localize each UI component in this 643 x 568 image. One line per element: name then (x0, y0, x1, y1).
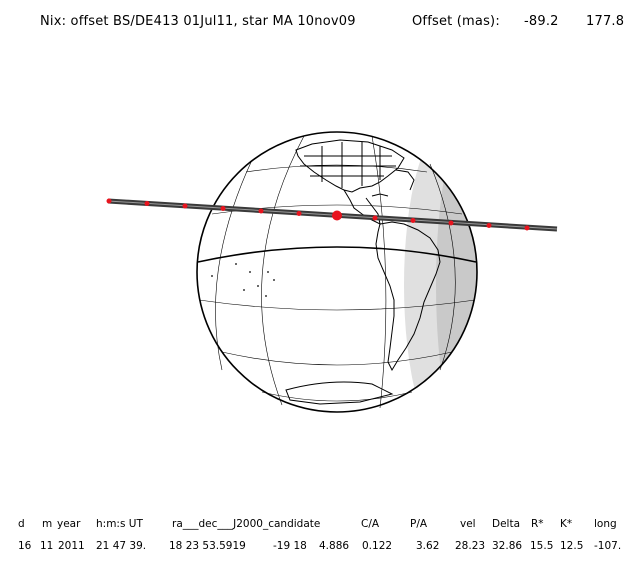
time-marker (372, 215, 378, 221)
plot-title: Nix: offset BS/DE413 01Jul11, star MA 10… (0, 14, 643, 34)
header-delta: Delta (492, 518, 521, 530)
header-rstar: R* (531, 518, 544, 530)
time-marker (410, 218, 416, 223)
value-kstar: 12.5 (560, 540, 584, 552)
night-shade (436, 132, 477, 412)
value-candidate: 4.886 (319, 540, 350, 552)
value-m: 11 (40, 540, 54, 552)
offset-x-value: -89.2 (524, 14, 559, 29)
value-dec: -19 18 (273, 540, 307, 552)
value-long: -107. (594, 540, 622, 552)
value-rstar: 15.5 (530, 540, 554, 552)
time-marker (296, 211, 302, 216)
time-marker (220, 206, 226, 211)
time-marker (486, 223, 492, 228)
time-marker (448, 220, 454, 226)
header-radec: ra___dec___J2000_candidate (172, 518, 321, 530)
globe-limb (196, 131, 478, 413)
header-m: m (42, 518, 53, 530)
occultation-globe-map (106, 131, 558, 413)
header-pa: P/A (410, 518, 428, 530)
island-dots (211, 263, 275, 297)
title-text: Nix: offset BS/DE413 01Jul11, star MA 10… (40, 14, 356, 29)
value-ca: 0.122 (362, 540, 393, 552)
time-marker (258, 208, 264, 214)
offset-y-value: 177.8 (586, 14, 625, 29)
offset-label: Offset (mas): (412, 14, 500, 29)
time-markers (106, 198, 530, 231)
time-marker (106, 198, 112, 204)
header-year: year (57, 518, 81, 530)
value-vel: 28.23 (455, 540, 486, 552)
time-marker (524, 225, 530, 231)
value-year: 2011 (58, 540, 85, 552)
header-vel: vel (460, 518, 476, 530)
value-d: 16 (18, 540, 32, 552)
value-delta: 32.86 (492, 540, 523, 552)
header-kstar: K* (560, 518, 573, 530)
closest-approach-marker (332, 210, 342, 221)
event-table: d m year h:m:s UT ra___dec___J2000_candi… (0, 514, 643, 564)
time-marker (182, 203, 188, 209)
coastlines (285, 139, 441, 405)
value-hms: 21 47 39. (96, 540, 147, 552)
header-long: long (594, 518, 617, 530)
equator-line (197, 246, 477, 263)
header-d: d (18, 518, 25, 530)
header-hms: h:m:s UT (96, 518, 143, 530)
value-pa: 3.62 (416, 540, 440, 552)
time-marker (144, 201, 150, 206)
header-ca: C/A (361, 518, 380, 530)
value-ra: 18 23 53.5919 (169, 540, 246, 552)
